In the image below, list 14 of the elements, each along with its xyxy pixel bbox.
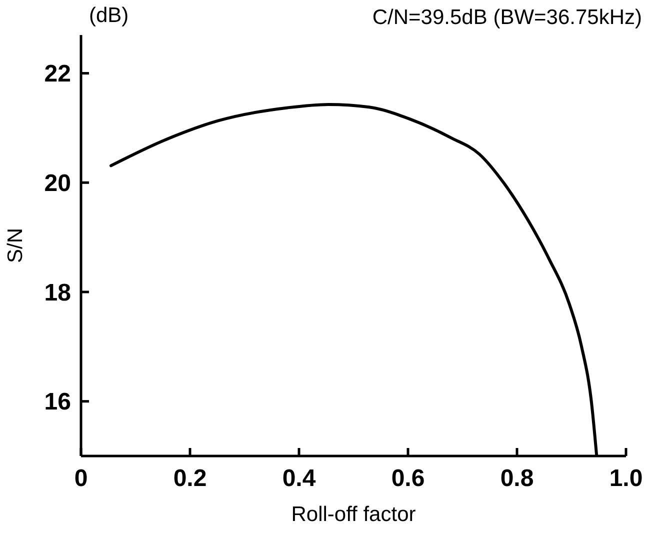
y-tick-label: 22 [44, 60, 71, 88]
x-tick-label: 0.8 [500, 465, 534, 492]
x-tick-label: 0 [74, 465, 88, 492]
y-tick-label: 20 [44, 170, 71, 198]
x-tick-label: 0.2 [173, 465, 207, 492]
x-tick-label: 1.0 [609, 465, 643, 492]
x-tick-label: 0.4 [282, 465, 316, 492]
y-axis-title: S/N [4, 228, 27, 264]
x-axis-title: Roll-off factor [291, 503, 416, 526]
x-tick-label: 0.6 [391, 465, 425, 492]
chart-title: C/N=39.5dB (BW=36.75kHz) [372, 6, 642, 29]
y-tick-label: 18 [44, 279, 71, 306]
y-tick-label: 16 [44, 388, 71, 416]
text: (dB) [89, 4, 129, 27]
